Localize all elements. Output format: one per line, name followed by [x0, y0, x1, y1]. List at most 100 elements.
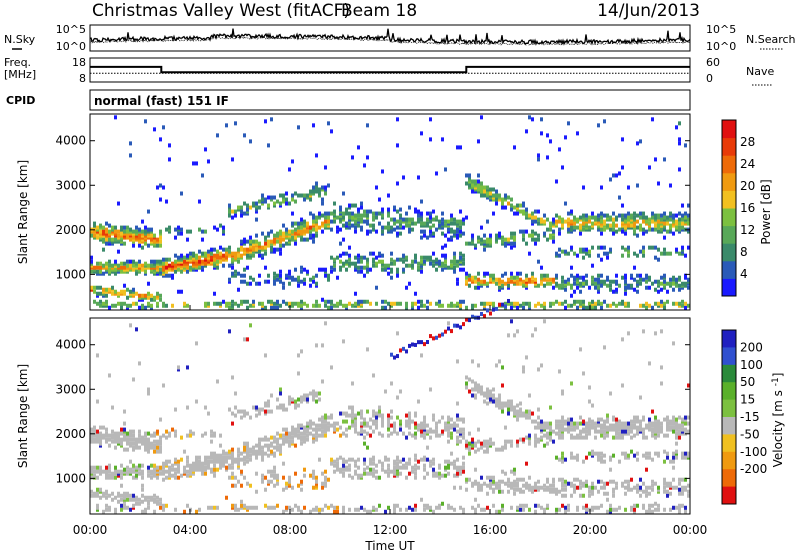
power-cell	[471, 239, 474, 244]
power-cell	[246, 249, 249, 254]
power-cell	[582, 217, 585, 222]
velocity-cell	[198, 465, 201, 470]
power-cell	[474, 279, 477, 284]
power-cell	[468, 283, 471, 288]
velocity-cell	[405, 507, 408, 512]
velocity-cell	[414, 425, 417, 430]
velocity-cell	[240, 457, 243, 462]
velocity-cell	[507, 399, 510, 404]
power-cell	[564, 279, 567, 284]
power-cell	[666, 289, 669, 294]
power-cell	[222, 255, 225, 260]
velocity-cell	[486, 475, 489, 480]
velocity-cell	[624, 491, 627, 496]
power-cell	[534, 231, 537, 236]
velocity-cell	[147, 391, 150, 396]
power-cell	[291, 275, 294, 280]
power-cell	[165, 227, 168, 232]
velocity-cell	[612, 487, 615, 492]
power-cell	[324, 267, 327, 272]
power-cell	[684, 253, 687, 258]
power-cell	[456, 281, 459, 286]
power-cell	[678, 221, 681, 226]
velocity-cell	[564, 483, 567, 488]
velocity-cell	[171, 473, 174, 478]
velocity-cell	[636, 431, 639, 436]
velocity-cell	[165, 459, 168, 464]
power-cell	[234, 251, 237, 256]
velocity-cell	[498, 509, 501, 514]
velocity-cell	[120, 431, 123, 436]
velocity-cell	[396, 465, 399, 470]
power-cell	[300, 299, 303, 304]
velocity-cell	[555, 491, 558, 496]
power-cell	[492, 187, 495, 192]
velocity-cell	[123, 505, 126, 510]
velocity-cell	[687, 455, 690, 460]
power-cell	[501, 239, 504, 244]
velocity-cell	[450, 435, 453, 440]
power-cell	[273, 237, 276, 242]
power-cell	[192, 253, 195, 258]
power-cell	[654, 223, 657, 228]
velocity-cell	[303, 467, 306, 472]
power-cell	[291, 229, 294, 234]
power-cell	[666, 299, 669, 304]
velocity-cell	[483, 314, 486, 319]
power-cell	[612, 279, 615, 284]
power-cell	[324, 219, 327, 224]
power-cell	[615, 273, 618, 278]
power-cell	[642, 211, 645, 216]
velocity-cell	[318, 427, 321, 432]
velocity-cell	[477, 427, 480, 432]
velocity-cell	[648, 485, 651, 490]
velocity-cell	[657, 485, 660, 490]
power-cell	[624, 291, 627, 296]
power-cell	[615, 229, 618, 234]
power-cell	[210, 259, 213, 264]
velocity-cell	[102, 433, 105, 438]
velocity-cell	[534, 433, 537, 438]
velocity-cell	[237, 507, 240, 512]
velocity-cell	[246, 411, 249, 416]
velocity-cell	[507, 409, 510, 414]
power-cell	[159, 183, 162, 188]
power-cell	[633, 231, 636, 236]
power-cell	[180, 191, 183, 196]
velocity-cell	[288, 433, 291, 438]
velocity-cell	[312, 475, 315, 480]
power-cell	[678, 217, 681, 222]
velocity-cell	[105, 491, 108, 496]
power-cell	[348, 253, 351, 258]
power-cell	[108, 223, 111, 228]
velocity-cell	[381, 467, 384, 472]
velocity-cell	[102, 435, 105, 440]
power-cell	[123, 233, 126, 238]
velocity-cell	[426, 471, 429, 476]
velocity-cell	[687, 489, 690, 494]
velocity-cell	[495, 403, 498, 408]
power-cell	[108, 263, 111, 268]
power-cell	[666, 215, 669, 220]
power-cell	[450, 221, 453, 226]
velocity-cell	[639, 423, 642, 428]
velocity-cell	[438, 419, 441, 424]
power-cell	[303, 219, 306, 224]
power-cell	[624, 273, 627, 278]
power-cell	[567, 121, 570, 126]
velocity-cell	[291, 427, 294, 432]
power-cell	[339, 301, 342, 306]
velocity-cell	[231, 471, 234, 476]
power-cell	[546, 275, 549, 280]
velocity-cell	[207, 463, 210, 468]
velocity-cell	[141, 439, 144, 444]
power-cell	[633, 219, 636, 224]
power-cell	[225, 123, 228, 128]
velocity-cell	[465, 479, 468, 484]
velocity-cell	[483, 443, 486, 448]
power-cell	[288, 239, 291, 244]
velocity-cell	[153, 433, 156, 438]
velocity-cell	[522, 439, 525, 444]
power-cell	[132, 239, 135, 244]
power-cell	[543, 305, 546, 310]
